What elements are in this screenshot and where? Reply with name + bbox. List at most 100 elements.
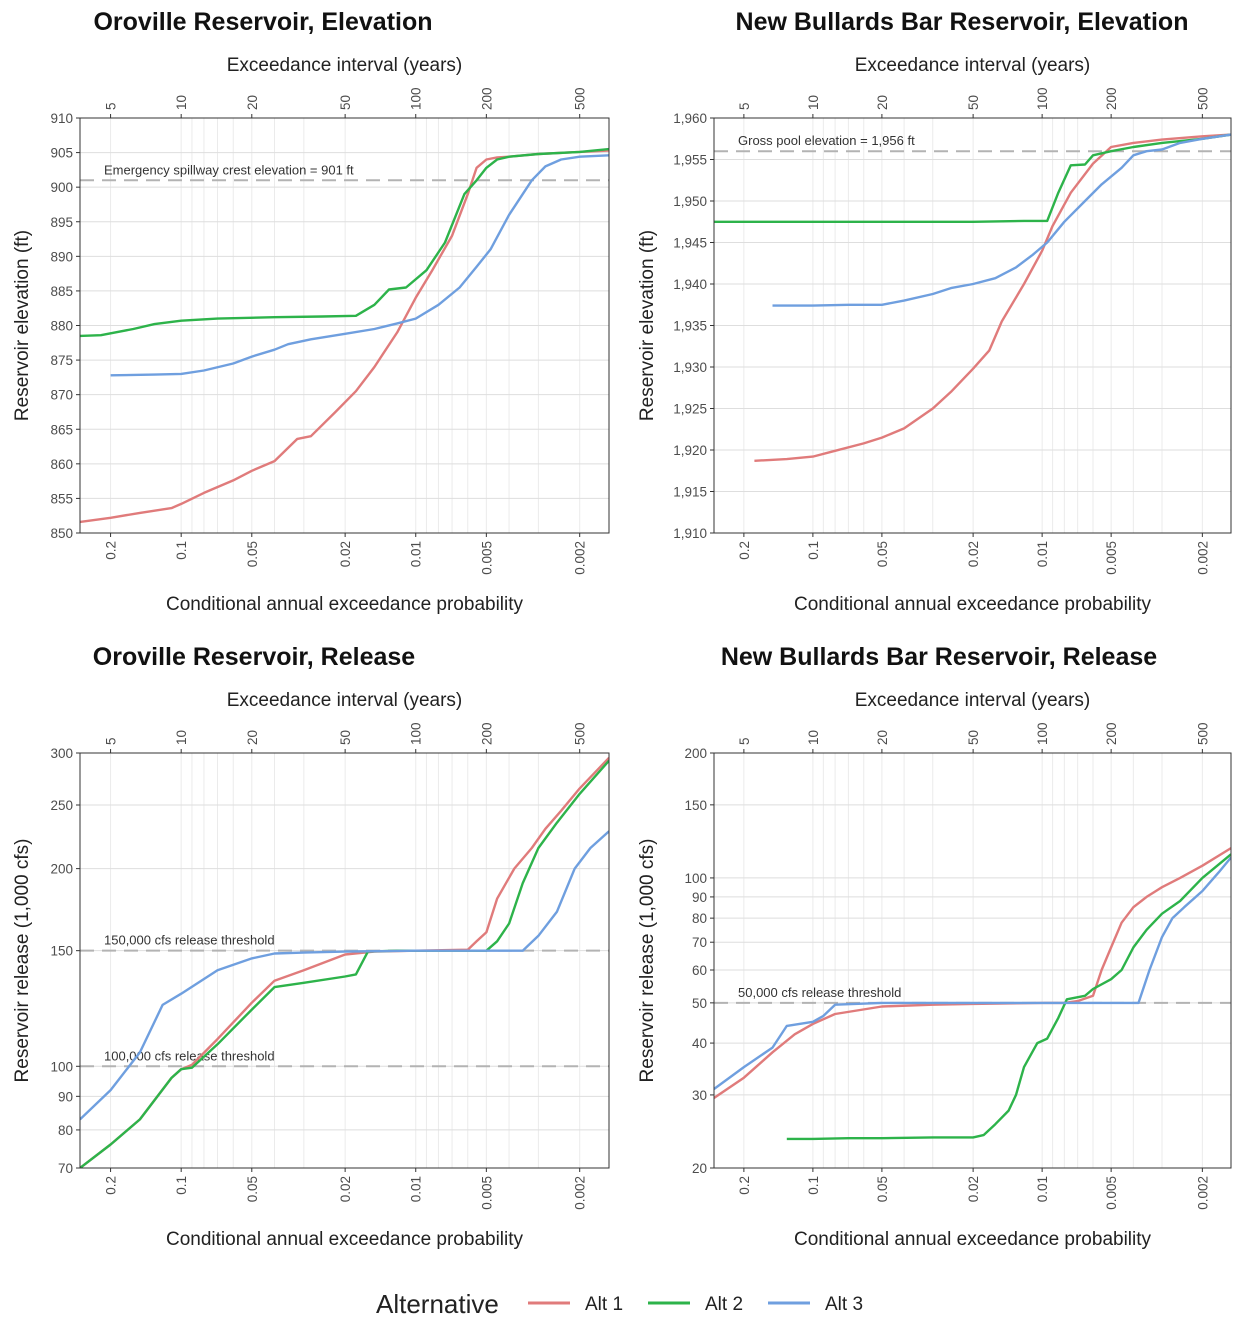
y-tick-label: 1,925 <box>673 402 707 417</box>
x-tick-label: 0.2 <box>104 541 119 560</box>
y-tick-label: 1,935 <box>673 319 707 334</box>
y-tick-label: 200 <box>684 746 707 761</box>
y-tick-label: 70 <box>58 1161 73 1176</box>
x2-tick-label: 100 <box>1035 722 1050 745</box>
chart-panel-3: 150,000 cfs release threshold 100,000 cfs… <box>12 643 610 1250</box>
y-tick-label: 895 <box>50 215 73 230</box>
y-tick-label: 865 <box>50 422 73 437</box>
x2-tick-label: 100 <box>1035 87 1050 110</box>
x-tick-label: 0.1 <box>806 541 821 560</box>
x2-axis-title: Exceedance interval (years) <box>855 690 1091 711</box>
legend-item-alt-1: Alt 1 <box>528 1294 623 1315</box>
x2-tick-label: 5 <box>104 737 119 745</box>
y-tick-label: 1,950 <box>673 194 707 209</box>
y-tick-label: 1,920 <box>673 443 707 458</box>
x-tick-label: 0.002 <box>573 541 588 575</box>
x-tick-label: 0.002 <box>1195 541 1210 575</box>
x-tick-label: 0.05 <box>875 541 890 567</box>
minor-gridlines <box>110 753 581 1168</box>
y-tick-label: 200 <box>50 862 73 877</box>
x2-tick-label: 50 <box>966 95 981 110</box>
y-tick-label: 100 <box>684 871 707 886</box>
x2-tick-label: 500 <box>573 722 588 745</box>
series-line-alt-2 <box>80 147 609 338</box>
y-tick-label: 1,945 <box>673 236 707 251</box>
x-tick-label: 0.005 <box>479 1176 494 1210</box>
legend-label-alt-1: Alt 1 <box>585 1294 623 1315</box>
x2-tick-label: 200 <box>1104 87 1119 110</box>
x2-tick-label: 10 <box>806 95 821 110</box>
x-tick-label: 0.005 <box>1104 541 1119 575</box>
chart-panel-2: Gross pool elevation = 1,956 ft 1,910 1,91… <box>637 8 1232 615</box>
y-tick-label: 50 <box>692 996 707 1011</box>
x-tick-label: 0.01 <box>1035 1176 1050 1202</box>
x-tick-label: 0.1 <box>174 541 189 560</box>
chart-panels: Emergency spillway crest elevation = 901… <box>12 8 1232 1250</box>
y-tick-label: 250 <box>50 798 73 813</box>
series-line-alt-2 <box>714 133 1231 223</box>
x2-tick-label: 10 <box>174 95 189 110</box>
y-tick-label: 900 <box>50 180 73 195</box>
y-tick-label: 855 <box>50 491 73 506</box>
panel-title: Oroville Reservoir, Release <box>93 643 416 671</box>
y-tick-label: 80 <box>692 911 707 926</box>
x-axis-title: Conditional annual exceedance probabilit… <box>166 1229 524 1250</box>
panel-title: New Bullards Bar Reservoir, Release <box>721 643 1157 671</box>
y-tick-label: 910 <box>50 111 73 126</box>
legend: Alternative Alt 1 Alt 2 Alt 3 <box>376 1289 863 1318</box>
x-tick-label: 0.01 <box>1035 541 1050 567</box>
x-tick-label: 0.05 <box>245 541 260 567</box>
x-tick-label: 0.1 <box>174 1176 189 1195</box>
legend-title: Alternative <box>376 1289 499 1318</box>
y-tick-label: 1,910 <box>673 526 707 541</box>
y-tick-label: 885 <box>50 284 73 299</box>
reference-line-label: Emergency spillway crest elevation = 901… <box>104 162 354 177</box>
x2-tick-label: 200 <box>479 722 494 745</box>
x2-tick-label: 500 <box>1195 87 1210 110</box>
y-tick-label: 70 <box>692 935 707 950</box>
reference-line-label: Gross pool elevation = 1,956 ft <box>738 133 915 148</box>
series-line-alt-3 <box>110 154 609 377</box>
y-tick-label: 90 <box>58 1089 73 1104</box>
y-tick-label: 150 <box>50 944 73 959</box>
series-line-alt-3 <box>714 856 1231 1090</box>
y-tick-label: 890 <box>50 249 73 264</box>
x-tick-label: 0.002 <box>573 1176 588 1210</box>
reference-line-label: 150,000 cfs release threshold <box>104 933 275 948</box>
minor-gridlines <box>743 753 1203 1168</box>
plot-frame <box>79 752 610 1169</box>
x-tick-label: 0.005 <box>479 541 494 575</box>
series-line-alt-2 <box>786 853 1231 1141</box>
legend-label-alt-3: Alt 3 <box>825 1294 863 1315</box>
panel-title: Oroville Reservoir, Elevation <box>93 8 432 36</box>
y-axis-title: Reservoir release (1,000 cfs) <box>637 839 658 1083</box>
panel-title: New Bullards Bar Reservoir, Elevation <box>736 8 1189 36</box>
x2-tick-label: 5 <box>104 102 119 110</box>
y-tick-label: 30 <box>692 1088 707 1103</box>
x-tick-label: 0.2 <box>104 1176 119 1195</box>
x2-axis-title: Exceedance interval (years) <box>227 690 463 711</box>
x-tick-label: 0.002 <box>1195 1176 1210 1210</box>
x-tick-label: 0.02 <box>966 1176 981 1202</box>
y-axis-title: Reservoir release (1,000 cfs) <box>12 839 33 1083</box>
chart-panel-4: 50,000 cfs release threshold 20 30 40 50 60 70… <box>637 643 1232 1250</box>
y-axis-title: Reservoir elevation (ft) <box>12 230 33 421</box>
x2-tick-label: 500 <box>1195 722 1210 745</box>
x2-tick-label: 50 <box>338 95 353 110</box>
x-tick-label: 0.05 <box>875 1176 890 1202</box>
legend-item-alt-3: Alt 3 <box>768 1294 863 1315</box>
y-tick-label: 1,930 <box>673 360 707 375</box>
y-tick-label: 80 <box>58 1123 73 1138</box>
x2-tick-label: 500 <box>573 87 588 110</box>
y-axis-title: Reservoir elevation (ft) <box>637 230 658 421</box>
x2-tick-label: 100 <box>409 87 424 110</box>
x-tick-label: 0.02 <box>966 541 981 567</box>
x2-tick-label: 20 <box>245 730 260 745</box>
x-axis-title: Conditional annual exceedance probabilit… <box>794 594 1152 615</box>
x-tick-label: 0.01 <box>409 1176 424 1202</box>
x-tick-label: 0.05 <box>245 1176 260 1202</box>
series-line-alt-3 <box>772 133 1231 307</box>
x2-axis-title: Exceedance interval (years) <box>227 55 463 76</box>
series-line-alt-1 <box>80 149 609 524</box>
